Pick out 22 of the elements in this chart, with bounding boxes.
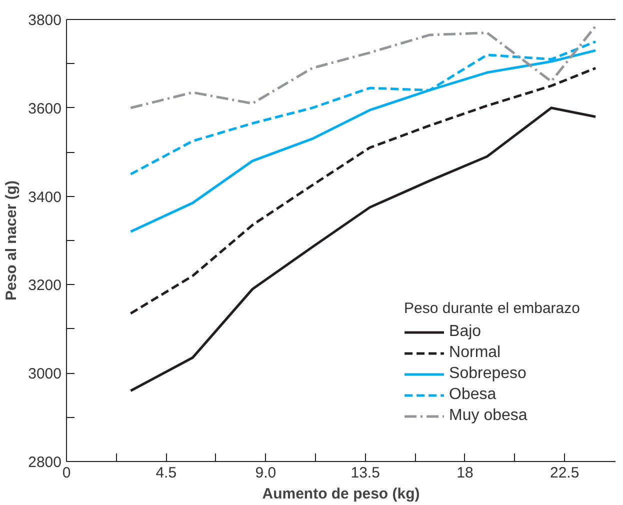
- x-tick-label: 13.5: [350, 464, 380, 482]
- legend-label: Bajo: [449, 323, 482, 341]
- y-tick-label: 3600: [28, 100, 62, 118]
- y-tick-label: 3200: [28, 277, 62, 294]
- y-tick-label: 3000: [28, 366, 62, 383]
- x-tick-label: 18: [456, 464, 474, 482]
- x-tick-label: 4.5: [156, 464, 177, 482]
- legend-label: Obesa: [449, 386, 496, 404]
- x-tick-label: 9.0: [255, 464, 276, 482]
- x-tick-label: 22.5: [550, 464, 580, 482]
- legend-label: Muy obesa: [449, 407, 528, 425]
- line-series: [129, 24, 597, 110]
- legend-label: Normal: [449, 344, 501, 362]
- legend-title: Peso durante el embarazo: [404, 300, 580, 317]
- x-tick-label: 0: [62, 464, 71, 482]
- y-tick-label: 3800: [28, 12, 62, 29]
- y-tick-label: 3400: [28, 188, 62, 206]
- legend-label: Sobrepeso: [449, 365, 526, 383]
- y-axis-title: Peso al nacer (g): [3, 180, 20, 301]
- line-series: [129, 66, 597, 315]
- y-tick-label: 2800: [28, 454, 62, 471]
- x-axis-title: Aumento de peso (kg): [262, 486, 420, 502]
